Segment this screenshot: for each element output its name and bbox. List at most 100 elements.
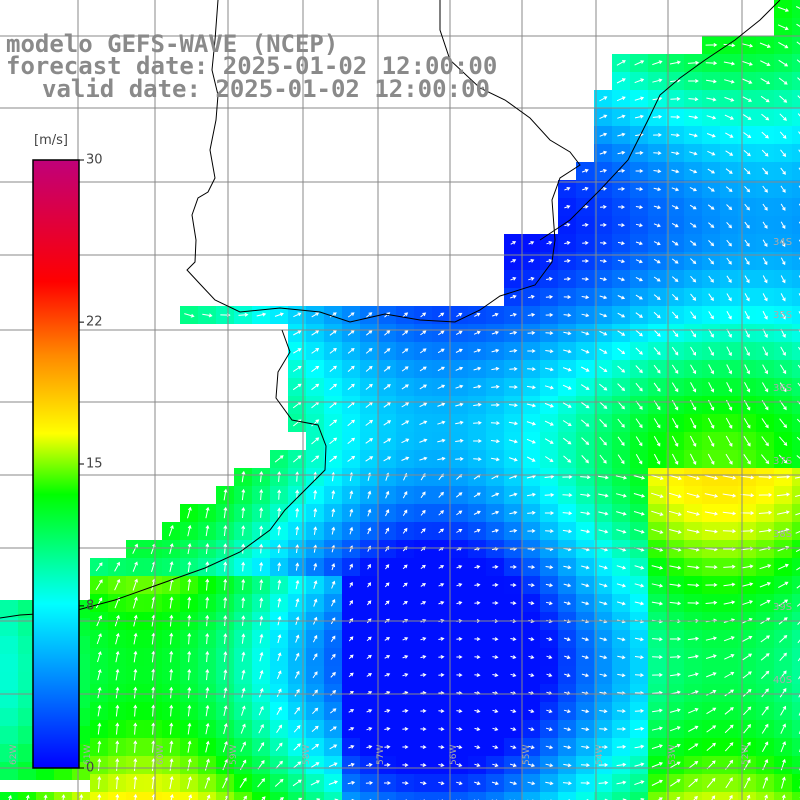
wind-arrow xyxy=(707,150,716,156)
wind-arrow xyxy=(651,726,663,731)
wind-arrow xyxy=(366,654,372,659)
wind-arrow xyxy=(777,6,789,12)
wind-arrow xyxy=(490,439,500,444)
wind-arrow xyxy=(795,512,800,516)
wind-arrow xyxy=(510,294,517,299)
wind-arrow xyxy=(669,636,682,641)
wind-cell xyxy=(792,594,800,612)
wind-arrow xyxy=(742,688,752,697)
wind-arrow xyxy=(115,632,120,645)
wind-arrow xyxy=(456,583,463,587)
wind-arrow xyxy=(564,240,571,245)
wind-arrow xyxy=(671,205,679,210)
wind-arrow xyxy=(456,763,463,767)
wind-arrow xyxy=(758,492,773,497)
wind-arrow xyxy=(329,365,337,372)
wind-arrow xyxy=(133,722,138,735)
wind-arrow xyxy=(205,686,210,699)
wind-arrow xyxy=(384,637,391,641)
wind-arrow xyxy=(580,475,591,480)
wind-arrow xyxy=(634,762,645,767)
wind-arrow xyxy=(402,763,409,767)
wind-arrow xyxy=(205,668,210,681)
wind-arrow xyxy=(635,436,643,447)
wind-arrow xyxy=(241,543,246,554)
wind-arrow xyxy=(651,762,663,768)
wind-arrow xyxy=(132,543,139,554)
wind-arrow xyxy=(474,781,481,786)
wind-arrow xyxy=(599,601,608,606)
wind-cell xyxy=(0,762,18,780)
wind-arrow xyxy=(669,601,682,606)
wind-arrow xyxy=(420,528,426,534)
wind-arrow xyxy=(634,780,645,786)
lon-label: 60W xyxy=(156,745,166,765)
wind-arrow xyxy=(652,96,663,101)
wind-arrow xyxy=(205,632,210,645)
wind-arrow xyxy=(295,525,300,536)
wind-arrow xyxy=(491,366,500,371)
wind-cell xyxy=(792,378,800,396)
colorbar-tick-label: 15 xyxy=(86,456,103,472)
wind-cell xyxy=(792,54,800,72)
wind-arrow xyxy=(671,453,679,465)
wind-arrow xyxy=(779,634,788,643)
wind-arrow xyxy=(223,651,228,662)
wind-arrow xyxy=(401,366,409,372)
wind-arrow xyxy=(169,632,174,645)
wind-arrow xyxy=(653,418,661,429)
wind-arrow xyxy=(650,474,664,480)
wind-cell xyxy=(396,792,414,800)
wind-arrow xyxy=(705,654,717,659)
wind-arrow xyxy=(708,275,714,283)
lat-label: 38S xyxy=(773,529,792,540)
wind-arrow xyxy=(223,633,228,644)
wind-arrow xyxy=(114,561,120,572)
wind-arrow xyxy=(545,349,554,354)
wind-arrow xyxy=(744,364,750,375)
wind-arrow xyxy=(599,132,608,137)
wind-arrow xyxy=(132,596,138,609)
wind-arrow xyxy=(383,456,392,462)
wind-cell xyxy=(792,792,800,800)
wind-arrow xyxy=(366,745,373,749)
wind-cell xyxy=(0,600,18,618)
wind-arrow xyxy=(779,670,787,680)
wind-arrow xyxy=(275,742,283,752)
wind-arrow xyxy=(313,544,318,553)
wind-arrow xyxy=(438,637,445,641)
wind-arrow xyxy=(653,241,661,246)
wind-cell xyxy=(792,720,800,738)
wind-arrow xyxy=(634,708,645,713)
wind-arrow xyxy=(581,727,590,732)
wind-arrow xyxy=(706,742,716,751)
wind-arrow xyxy=(277,543,282,554)
wind-arrow xyxy=(761,688,769,698)
wind-cell xyxy=(792,324,800,342)
wind-arrow xyxy=(581,331,590,336)
wind-arrow xyxy=(743,417,751,429)
wind-arrow xyxy=(780,705,787,716)
wind-arrow xyxy=(419,402,428,408)
wind-arrow xyxy=(780,239,786,248)
wind-arrow xyxy=(599,727,608,732)
wind-arrow xyxy=(257,778,266,788)
wind-arrow xyxy=(223,723,228,735)
wind-arrow xyxy=(510,601,517,605)
wind-arrow xyxy=(43,794,48,800)
wind-arrow xyxy=(546,637,553,641)
wind-arrow xyxy=(635,205,644,210)
wind-cell xyxy=(414,792,432,800)
wind-arrow xyxy=(581,313,590,318)
wind-cell xyxy=(468,792,486,800)
wind-arrow xyxy=(705,42,718,47)
wind-arrow xyxy=(187,704,192,717)
wind-arrow xyxy=(669,654,681,659)
wind-arrow xyxy=(581,601,590,606)
wind-arrow xyxy=(724,707,734,715)
wind-arrow xyxy=(169,776,174,790)
lon-label: 52W xyxy=(741,745,751,765)
wind-arrow xyxy=(598,529,609,534)
wind-arrow xyxy=(564,205,571,209)
wind-arrow xyxy=(528,709,535,713)
